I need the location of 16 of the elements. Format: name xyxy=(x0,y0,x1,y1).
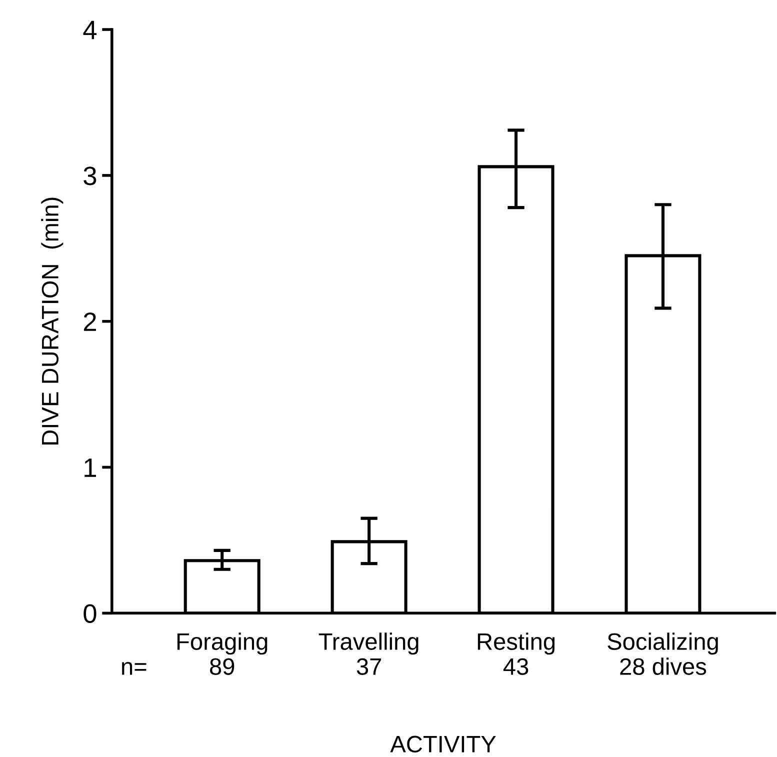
y-tick-label: 4 xyxy=(83,20,97,40)
x-tick-label: Travelling xyxy=(318,632,418,655)
text: 89 xyxy=(210,658,234,675)
text: 37 xyxy=(356,658,382,675)
y-tick-label: 3 xyxy=(84,166,96,186)
y-tick-label: 2 xyxy=(84,312,96,331)
x-axis-title: ACTIVITY xyxy=(390,736,496,753)
text: 28 dives xyxy=(620,658,706,675)
x-tick-label: Resting xyxy=(478,632,555,655)
text: 43 xyxy=(503,658,528,675)
y-tick-label: 0 xyxy=(84,604,96,623)
text: n= xyxy=(122,662,146,675)
y-axis-title: DIVE DURATION (min) xyxy=(41,198,64,444)
x-tick-label: Foraging xyxy=(177,632,268,655)
y-tick-label: 1 xyxy=(84,458,96,477)
x-tick-label: Socializing xyxy=(608,632,718,655)
